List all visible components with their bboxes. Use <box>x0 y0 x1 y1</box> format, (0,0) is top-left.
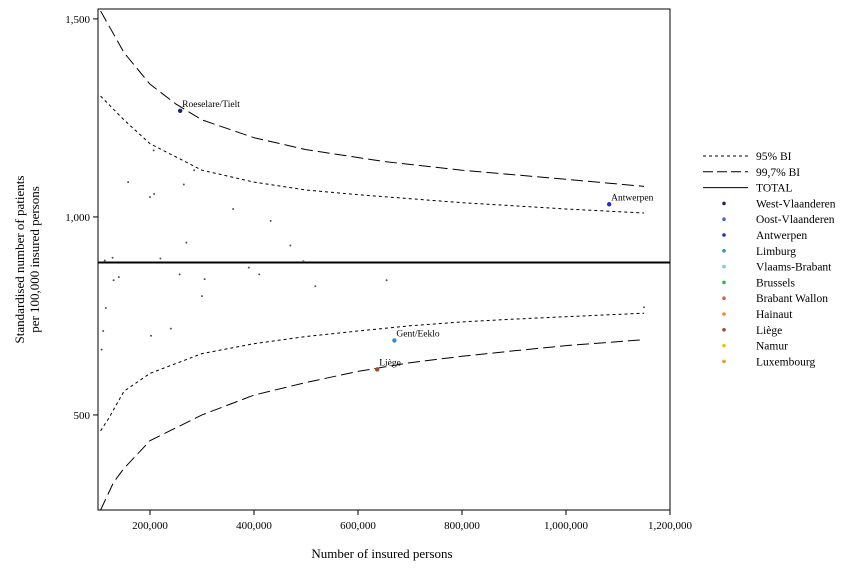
data-point <box>100 348 103 351</box>
legend-label: Vlaams-Brabant <box>756 262 832 274</box>
legend-marker <box>722 217 726 221</box>
legend: 95% BI 99,7% BI TOTAL West-Vlaanderen Oost-V… <box>703 151 836 368</box>
legend-marker <box>722 343 726 348</box>
highlighted-point <box>375 367 380 372</box>
legend-label: Hainaut <box>756 309 793 321</box>
legend-label: Liège <box>756 325 782 337</box>
data-point <box>169 327 172 330</box>
legend-marker <box>722 249 726 253</box>
y-tick-label: 1,500 <box>65 14 90 26</box>
data-point <box>385 279 388 282</box>
x-axis-title: Number of insured persons <box>311 546 452 561</box>
highlighted-point <box>606 202 612 207</box>
legend-marker <box>722 312 726 316</box>
legend-marker <box>722 264 726 269</box>
ci-997-lower-curve <box>100 339 645 511</box>
data-point <box>178 273 181 276</box>
legend-marker <box>722 359 726 364</box>
highlighted-point <box>392 338 397 343</box>
data-point <box>314 285 317 288</box>
data-point <box>193 169 196 172</box>
point-annotation: Gent/Eeklo <box>396 329 440 339</box>
data-point <box>203 278 206 281</box>
y-tick-label: 1,000 <box>65 212 90 224</box>
data-point <box>159 257 162 260</box>
legend-marker <box>722 280 726 285</box>
x-tick-label: 400,000 <box>236 520 272 532</box>
data-point <box>185 241 188 244</box>
data-point <box>104 307 107 310</box>
ci-95-lower-curve <box>100 312 645 432</box>
data-point <box>153 192 156 195</box>
data-point <box>302 260 305 263</box>
x-tick-label: 1,000,000 <box>544 520 589 532</box>
legend-marker <box>722 296 726 301</box>
data-point <box>182 183 185 186</box>
point-annotation: Liège <box>379 358 401 368</box>
data-point <box>102 329 105 332</box>
legend-label: Antwerpen <box>756 230 807 242</box>
data-point <box>247 266 250 269</box>
ci-95-upper-curve <box>100 95 645 214</box>
data-point <box>289 244 292 247</box>
data-point <box>643 306 645 309</box>
legend-label: Oost-Vlaanderen <box>756 214 835 226</box>
legend-label: Luxembourg <box>756 356 815 368</box>
data-point <box>201 295 203 298</box>
legend-label: Brabant Wallon <box>756 293 828 305</box>
data-point <box>232 208 235 211</box>
legend-marker <box>722 233 726 237</box>
point-annotation: Roeselare/Tielt <box>182 100 240 110</box>
y-axis-title: Standardised number of patients per 100,0… <box>12 176 42 344</box>
legend-label: West-Vlaanderen <box>756 198 836 210</box>
legend-marker <box>722 328 726 332</box>
legend-label: Namur <box>756 341 788 353</box>
data-point <box>269 219 272 222</box>
legend-label: 99,7% BI <box>756 167 800 179</box>
x-tick-label: 600,000 <box>340 520 376 532</box>
data-point <box>111 256 114 259</box>
legend-label: Brussels <box>756 277 796 289</box>
data-point <box>127 181 130 184</box>
highlighted-point <box>177 108 183 113</box>
data-point <box>149 196 151 199</box>
y-axis-title-line: per 100,000 insured persons <box>27 186 42 333</box>
legend-marker <box>722 201 726 206</box>
x-tick-label: 1,200,000 <box>648 520 693 532</box>
y-axis-title-line: Standardised number of patients <box>12 176 27 344</box>
plot-frame <box>97 8 671 511</box>
data-point <box>112 279 115 282</box>
data-point <box>152 149 155 152</box>
x-tick-label: 800,000 <box>444 520 480 532</box>
data-point <box>150 334 153 337</box>
y-tick-label: 500 <box>74 410 91 422</box>
point-annotation: Antwerpen <box>611 193 653 203</box>
legend-label: Limburg <box>756 246 796 258</box>
x-tick-label: 200,000 <box>132 520 168 532</box>
data-point <box>117 276 120 279</box>
ci-997-upper-curve <box>100 10 645 187</box>
legend-label: 95% BI <box>756 151 792 163</box>
legend-label: TOTAL <box>756 183 793 195</box>
data-point <box>258 273 261 276</box>
data-point <box>103 259 106 262</box>
